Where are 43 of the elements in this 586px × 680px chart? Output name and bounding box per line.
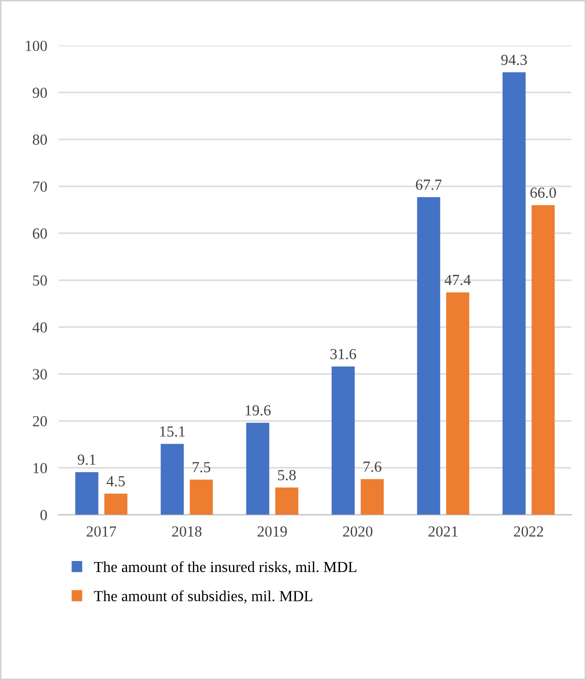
bar — [190, 480, 213, 515]
y-tick-label: 60 — [32, 228, 47, 239]
bar — [75, 472, 98, 515]
y-tick-label: 20 — [32, 416, 47, 426]
bar — [446, 292, 470, 515]
x-tick-label: 2021 — [428, 526, 458, 537]
x-tick-label: 2017 — [86, 526, 116, 537]
y-tick-label: 0 — [40, 510, 47, 520]
bar — [360, 479, 384, 515]
legend-label: The amount of subsidies, mil. MDL — [94, 590, 312, 604]
data-label: 31.6 — [330, 348, 356, 360]
y-tick-label: 100 — [26, 40, 47, 52]
legend-label: The amount of the insured risks, mil. MDL — [94, 561, 356, 574]
bar — [417, 197, 440, 515]
x-tick-label: 2018 — [172, 526, 202, 537]
bar — [332, 366, 355, 515]
y-tick-label: 50 — [33, 275, 47, 286]
bar — [502, 72, 526, 515]
data-label: 15.1 — [160, 426, 185, 437]
bar — [275, 488, 298, 515]
bar — [104, 494, 128, 515]
y-tick-label: 10 — [34, 462, 47, 474]
data-label: 9.1 — [78, 454, 96, 465]
data-label: 67.7 — [416, 180, 442, 190]
bar — [532, 205, 555, 515]
bar — [246, 422, 270, 515]
y-tick-label: 80 — [32, 134, 47, 145]
data-label: 4.5 — [106, 476, 125, 486]
data-label: 66.0 — [530, 188, 556, 198]
data-label: 7.5 — [192, 462, 210, 472]
data-label: 5.8 — [278, 470, 296, 480]
bar — [160, 444, 184, 515]
y-tick-label: 40 — [32, 322, 47, 333]
data-label: 19.6 — [246, 405, 271, 416]
data-label: 7.6 — [364, 462, 382, 472]
data-label: 94.3 — [501, 54, 527, 66]
y-tick-label: 30 — [32, 369, 47, 380]
x-tick-label: 2022 — [514, 526, 544, 537]
y-tick-label: 90 — [32, 88, 47, 98]
data-label: 47.4 — [444, 274, 471, 286]
x-tick-label: 2020 — [343, 526, 372, 537]
x-tick-label: 2019 — [258, 526, 287, 537]
y-tick-label: 70 — [33, 181, 47, 192]
